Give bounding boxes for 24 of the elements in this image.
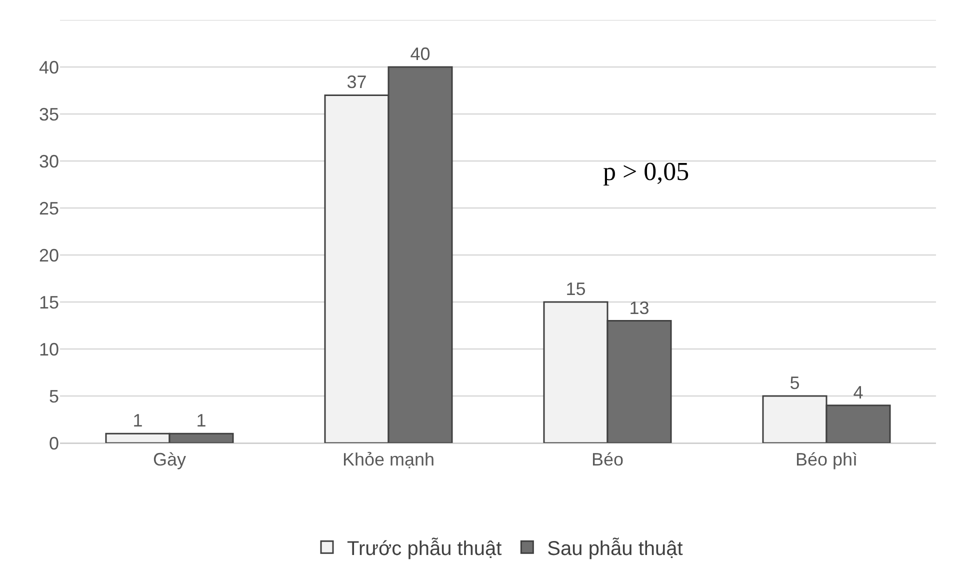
y-tick-label: 5 bbox=[48, 386, 59, 406]
data-label: 4 bbox=[853, 382, 864, 402]
y-tick-label: 20 bbox=[38, 245, 59, 266]
data-label: 5 bbox=[790, 373, 800, 393]
legend-label: Trước phẫu thuật bbox=[347, 536, 502, 560]
y-tick-label: 35 bbox=[38, 104, 59, 124]
annotation: p > 0,05 bbox=[603, 157, 690, 186]
data-label: 1 bbox=[196, 410, 206, 431]
data-label: 13 bbox=[629, 298, 650, 318]
x-tick-label: Gày bbox=[152, 450, 186, 470]
data-label: 15 bbox=[566, 279, 586, 299]
data-label: 37 bbox=[346, 72, 367, 92]
x-tick-label: Khỏe mạnh bbox=[342, 450, 435, 470]
legend-label: Sau phẫu thuật bbox=[547, 536, 684, 560]
y-tick-label: 15 bbox=[38, 292, 59, 312]
y-tick-label: 40 bbox=[38, 57, 59, 78]
y-tick-label: 25 bbox=[38, 198, 59, 218]
y-tick-label: 0 bbox=[48, 433, 59, 454]
data-label: 1 bbox=[132, 410, 143, 431]
x-tick-label: Béo phì bbox=[795, 450, 858, 470]
data-label: 40 bbox=[410, 44, 430, 64]
y-tick-label: 30 bbox=[38, 151, 59, 172]
y-tick-label: 10 bbox=[38, 339, 59, 360]
x-tick-label: Béo bbox=[591, 450, 624, 470]
